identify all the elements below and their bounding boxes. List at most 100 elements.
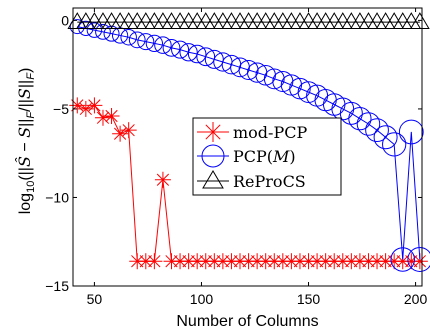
ticks-layer: 50 100 150 200 0 −5 −10 −15: [45, 8, 427, 307]
data-point-asterisk: [203, 122, 223, 142]
data-point-asterisk: [403, 253, 420, 270]
data-point-asterisk: [300, 253, 317, 270]
data-point-asterisk: [172, 253, 189, 270]
data-point-triangle: [332, 12, 353, 29]
legend-pcp-part-c: ): [289, 147, 295, 166]
data-point-triangle: [409, 12, 430, 29]
data-point-triangle: [144, 12, 165, 29]
legend-pcp-part-m: M: [272, 147, 290, 166]
y-tick-label: −10: [45, 189, 69, 205]
y-tick-label: −5: [53, 101, 69, 117]
legend: mod-PCP PCP(M) ReProCS: [192, 117, 342, 196]
legend-symbol-mod-pcp: [197, 122, 229, 142]
legend-label-mod-pcp: mod-PCP: [233, 123, 307, 142]
data-point-triangle: [127, 12, 148, 29]
data-point-asterisk: [326, 253, 343, 270]
data-point-triangle: [230, 12, 250, 29]
data-point-triangle: [178, 12, 199, 29]
data-point-triangle: [204, 12, 225, 29]
x-axis-label: Number of Columns: [176, 313, 318, 330]
data-point-circle: [86, 22, 103, 38]
data-point-circle: [407, 246, 430, 272]
legend-label-pcp: PCP(M): [233, 147, 296, 166]
y-label-div: /||: [17, 99, 34, 112]
data-point-triangle: [324, 12, 345, 29]
data-point-triangle: [221, 12, 242, 29]
y-label-open: (||: [17, 167, 34, 181]
data-point-asterisk: [103, 108, 120, 125]
data-point-triangle: [264, 12, 285, 29]
y-tick-label: −15: [45, 278, 69, 294]
data-point-triangle: [384, 12, 405, 29]
series-mod-pcp: [69, 97, 428, 270]
y-label-shat: Ŝ: [14, 156, 34, 167]
data-point-triangle: [350, 12, 370, 29]
data-point-asterisk: [146, 253, 163, 270]
data-point-asterisk: [283, 253, 300, 270]
data-point-asterisk: [386, 253, 403, 270]
data-point-asterisk: [154, 171, 171, 188]
data-point-circle: [382, 132, 407, 157]
y-label-norm1: ||: [17, 119, 34, 127]
x-tick-label: 100: [190, 291, 214, 307]
y-label-close: ): [17, 68, 34, 73]
data-point-triangle: [153, 12, 173, 29]
data-point-triangle: [375, 12, 396, 29]
data-point-circle: [356, 112, 381, 136]
data-point-circle: [201, 144, 225, 168]
data-point-asterisk: [86, 97, 103, 114]
data-point-circle: [162, 38, 181, 57]
y-tick-label: 0: [61, 12, 69, 28]
data-point-triangle: [281, 12, 302, 29]
data-point-circle: [128, 31, 146, 49]
data-point-triangle: [272, 12, 293, 29]
data-point-circle: [390, 247, 415, 272]
data-point-triangle: [358, 12, 379, 29]
data-point-triangle: [238, 12, 259, 29]
legend-symbol-pcp: [197, 144, 229, 168]
data-point-triangle: [67, 12, 88, 29]
data-point-triangle: [315, 12, 336, 29]
data-point-circle: [187, 44, 207, 64]
data-point-triangle: [341, 12, 362, 29]
y-label-minus: −: [17, 138, 34, 156]
data-point-circle: [289, 77, 311, 100]
x-tick-label: 200: [404, 291, 428, 307]
data-point-circle: [120, 28, 137, 46]
plot-frame: [72, 7, 423, 287]
y-label-f1: F: [25, 111, 37, 119]
data-point-circle: [365, 118, 389, 143]
data-point-circle: [348, 107, 372, 131]
y-label-norm2: ||: [17, 80, 34, 88]
data-point-triangle: [135, 12, 156, 29]
data-point-triangle: [213, 12, 233, 29]
data-point-circle: [171, 40, 190, 59]
data-point-triangle: [367, 12, 387, 29]
series-pcp: [69, 19, 430, 272]
data-point-asterisk: [317, 253, 334, 270]
data-point-triangle: [401, 12, 422, 29]
y-label-f2: F: [25, 72, 37, 80]
data-point-asterisk: [94, 109, 111, 126]
data-point-circle: [154, 36, 172, 54]
data-point-triangle: [195, 12, 216, 29]
data-point-asterisk: [266, 253, 283, 270]
data-point-triangle: [170, 12, 190, 29]
data-point-circle: [137, 33, 155, 51]
data-point-circle: [373, 125, 398, 150]
y-label-log: log: [17, 193, 34, 214]
x-tick-label: 50: [87, 291, 103, 307]
legend-label-reprocs: ReProCS: [233, 172, 306, 191]
data-point-asterisk: [137, 253, 154, 270]
data-point-circle: [398, 119, 424, 145]
data-point-asterisk: [120, 122, 137, 139]
data-point-triangle: [290, 12, 310, 29]
legend-pcp-part-a: PCP(: [233, 147, 273, 166]
data-point-circle: [179, 43, 198, 62]
data-point-asterisk: [206, 253, 223, 270]
data-point-circle: [196, 47, 216, 67]
data-point-triangle: [298, 12, 319, 29]
data-point-triangle: [187, 12, 208, 29]
data-point-circle: [263, 68, 285, 90]
